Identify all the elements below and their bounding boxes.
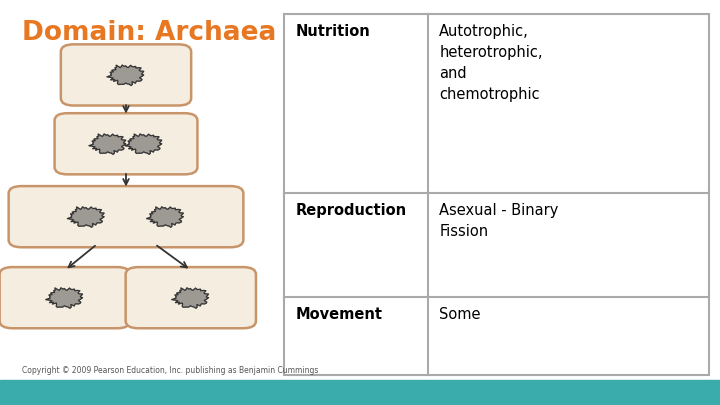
FancyBboxPatch shape [55,113,197,174]
Polygon shape [89,134,126,154]
Polygon shape [107,65,144,85]
Bar [0,380,720,405]
Text: Asexual - Binary
Fission: Asexual - Binary Fission [439,203,559,239]
FancyBboxPatch shape [126,267,256,328]
Text: Copyright © 2009 Pearson Education, Inc. publishing as Benjamin Cummings: Copyright © 2009 Pearson Education, Inc.… [22,366,318,375]
Polygon shape [146,207,184,227]
Text: Reproduction: Reproduction [295,203,406,218]
Polygon shape [45,288,83,308]
FancyBboxPatch shape [60,45,191,106]
FancyBboxPatch shape [9,186,243,247]
Text: Domain: Archaea: Domain: Archaea [22,20,276,46]
Polygon shape [125,134,162,154]
Bar [284,14,709,375]
Text: Autotrophic,
heterotrophic,
and
chemotrophic: Autotrophic, heterotrophic, and chemotro… [439,24,543,102]
FancyBboxPatch shape [0,267,130,328]
Text: Movement: Movement [295,307,382,322]
Polygon shape [171,288,209,308]
Polygon shape [67,207,104,227]
Text: Nutrition: Nutrition [295,24,370,39]
Text: Some: Some [439,307,481,322]
